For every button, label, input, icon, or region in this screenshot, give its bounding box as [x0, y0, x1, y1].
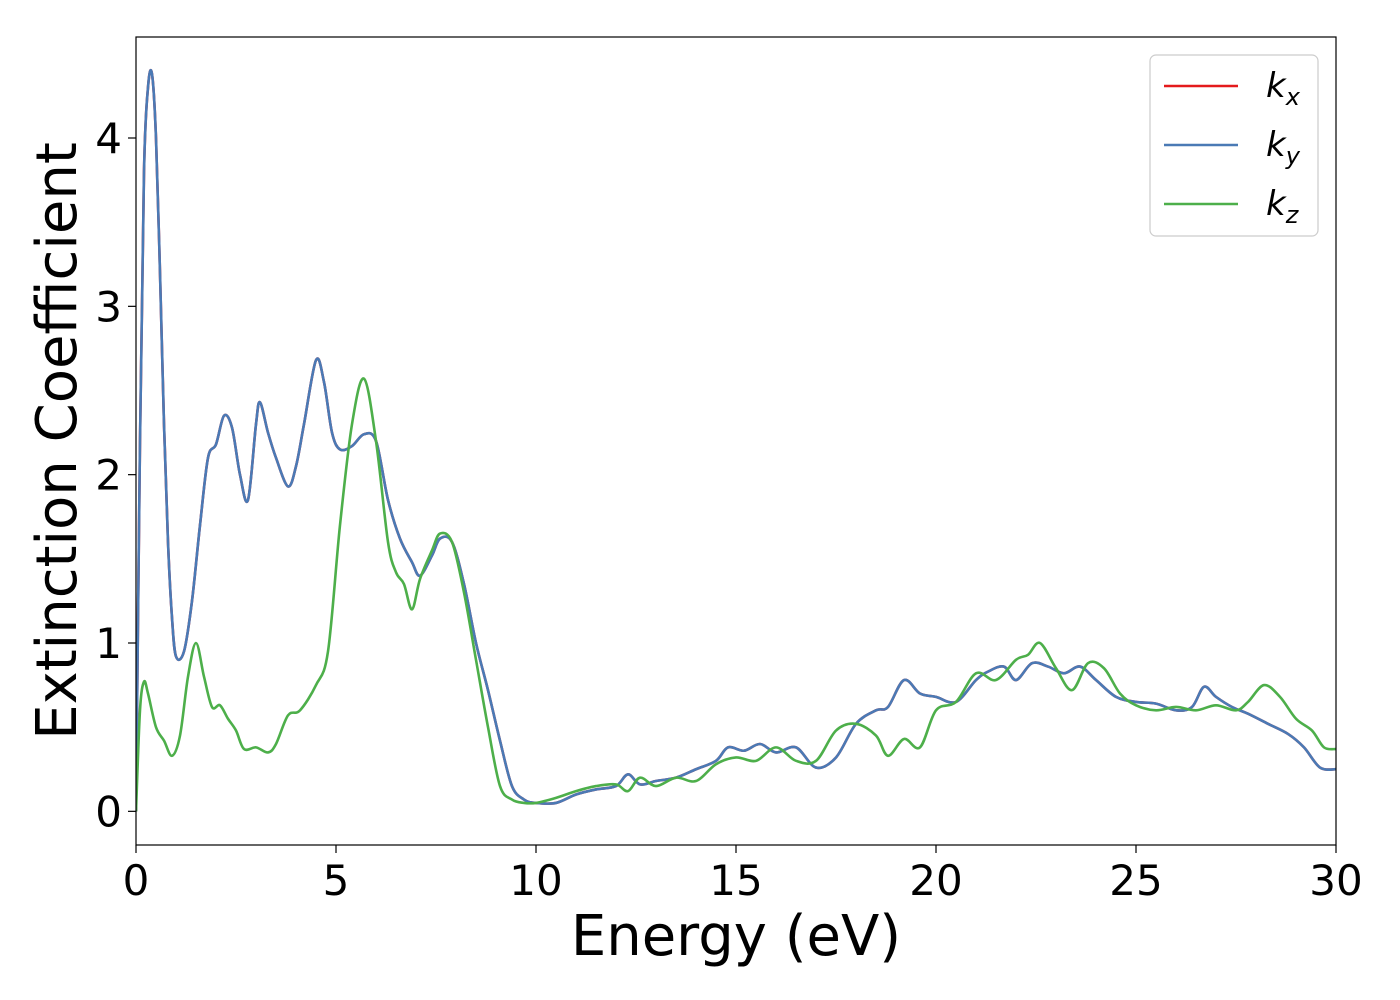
series-line-z: [136, 377, 1336, 812]
x-tick-label: 20: [909, 856, 962, 905]
y-axis-title: Extinction Coefficient: [25, 142, 90, 740]
x-axis: 0 5 10 15 20 25 30: [123, 845, 1363, 905]
legend: kx ky kz: [1149, 54, 1319, 237]
y-tick-label: 1: [95, 619, 122, 668]
legend-label-x: kx: [1266, 66, 1301, 111]
x-tick-label: 25: [1109, 856, 1162, 905]
y-axis: 0 1 2 3 4: [95, 114, 136, 836]
y-tick-label: 4: [95, 114, 122, 163]
x-tick-label: 0: [123, 856, 150, 905]
x-tick-label: 15: [709, 856, 762, 905]
legend-label-z: kz: [1266, 184, 1300, 229]
x-tick-label: 10: [509, 856, 562, 905]
legend-label-y: ky: [1266, 125, 1301, 170]
x-tick-label: 30: [1309, 856, 1362, 905]
y-tick-label: 2: [95, 451, 122, 500]
y-tick-label: 3: [95, 282, 122, 331]
plot-area: [136, 68, 1336, 812]
y-tick-label: 0: [95, 787, 122, 836]
x-axis-title: Energy (eV): [571, 904, 901, 969]
x-tick-label: 5: [323, 856, 350, 905]
